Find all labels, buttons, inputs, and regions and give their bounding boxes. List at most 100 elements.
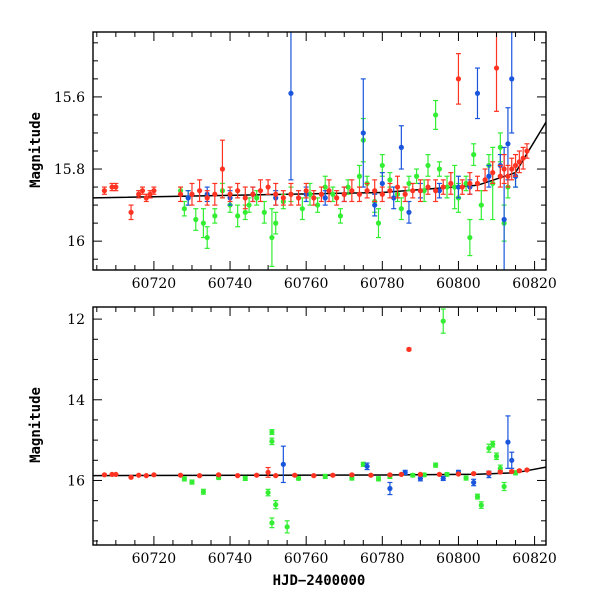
blue-data-point <box>509 76 515 82</box>
green-data-point <box>440 318 446 324</box>
red-data-point <box>311 195 317 201</box>
red-data-point <box>356 191 363 197</box>
red-data-point <box>250 191 256 197</box>
red-data-point <box>425 184 431 190</box>
green-data-point <box>273 220 279 226</box>
red-data-point <box>349 188 355 194</box>
green-data-point <box>193 216 199 223</box>
red-data-point <box>113 471 119 478</box>
top-y-tick-label: 15.6 <box>54 90 85 106</box>
red-data-point <box>512 162 519 169</box>
blue-data-point <box>387 485 393 492</box>
green-data-point <box>452 184 458 190</box>
red-data-point <box>364 188 370 194</box>
red-data-point <box>143 195 149 201</box>
red-data-point <box>524 467 530 473</box>
red-data-point <box>196 473 203 479</box>
red-data-point <box>417 188 423 194</box>
green-data-point <box>322 473 328 480</box>
blue-data-point <box>440 475 446 482</box>
green-data-point <box>497 144 503 150</box>
green-data-point <box>337 213 344 219</box>
red-data-point <box>136 472 142 478</box>
green-data-point <box>269 520 275 526</box>
top-panel: 60720 60740 60760 60780 60800 60820 15.6 15.8 16 <box>54 31 557 292</box>
green-data-point <box>410 472 416 478</box>
green-data-point <box>478 202 484 208</box>
top-y-tick-label: 15.8 <box>54 162 85 178</box>
red-data-point <box>235 188 241 194</box>
blue-data-point <box>505 439 511 445</box>
green-data-point <box>204 234 210 241</box>
blue-data-point <box>372 202 378 208</box>
red-data-point <box>455 471 462 477</box>
blue-data-point <box>391 195 397 201</box>
red-data-point <box>212 191 218 197</box>
blue-data-point <box>417 475 423 482</box>
green-data-point <box>212 213 218 219</box>
red-data-point <box>113 184 119 190</box>
red-data-point <box>177 472 184 478</box>
red-data-point <box>440 184 446 190</box>
green-data-point <box>189 479 195 485</box>
red-data-point <box>189 191 195 197</box>
green-data-point <box>261 209 267 215</box>
red-data-point <box>257 188 264 194</box>
red-data-point <box>486 470 492 476</box>
top-x-tick-label: 60800 <box>436 276 481 292</box>
blue-data-point <box>501 216 507 223</box>
red-data-point <box>490 170 496 176</box>
red-data-point <box>295 195 302 201</box>
green-data-point <box>265 489 271 496</box>
green-data-point <box>181 206 187 212</box>
red-data-point <box>524 148 530 154</box>
bottom-x-tick-label: 60720 <box>132 551 177 567</box>
red-data-point <box>387 472 393 478</box>
green-data-point <box>181 476 187 482</box>
bottom-model-line <box>93 466 546 477</box>
blue-data-point <box>486 173 492 179</box>
green-data-point <box>444 184 450 190</box>
green-data-point <box>413 173 420 179</box>
green-data-point <box>269 438 275 444</box>
red-data-point <box>254 472 260 478</box>
red-data-point <box>330 472 336 478</box>
top-x-tick-label: 60760 <box>284 276 329 292</box>
bottom-y-tick-label: 16 <box>67 473 85 489</box>
top-data-layer <box>93 32 546 270</box>
green-data-point <box>200 489 206 495</box>
green-data-point <box>436 166 443 172</box>
bottom-x-tick-label: 60740 <box>208 551 253 567</box>
green-data-point <box>269 429 275 435</box>
red-data-point <box>101 188 108 194</box>
red-data-point <box>273 473 279 479</box>
red-data-point <box>387 188 393 194</box>
green-data-point <box>493 453 500 459</box>
green-data-point <box>254 195 260 201</box>
green-data-point <box>421 472 427 478</box>
green-data-point <box>284 524 290 530</box>
red-data-point <box>311 473 317 479</box>
red-data-point <box>516 159 522 165</box>
green-data-point <box>478 502 484 508</box>
blue-data-point <box>185 195 191 201</box>
red-data-point <box>219 166 226 172</box>
red-data-point <box>139 188 146 194</box>
green-data-point <box>467 234 473 241</box>
red-data-point <box>497 173 503 179</box>
blue-data-point <box>322 195 328 201</box>
red-data-point <box>448 180 454 187</box>
red-data-point <box>493 65 500 71</box>
green-data-point <box>235 213 241 219</box>
bottom-y-tick-label: 14 <box>67 393 85 409</box>
blue-data-point <box>436 188 443 194</box>
bottom-x-tick-label: 60800 <box>436 551 481 567</box>
red-data-point <box>501 166 507 172</box>
top-x-tick-label: 60820 <box>512 276 557 292</box>
red-data-point <box>459 184 465 190</box>
blue-data-point <box>288 90 294 96</box>
red-data-point <box>128 474 134 480</box>
red-data-point <box>273 191 279 197</box>
blue-data-point <box>509 457 515 463</box>
green-data-point <box>463 475 469 481</box>
